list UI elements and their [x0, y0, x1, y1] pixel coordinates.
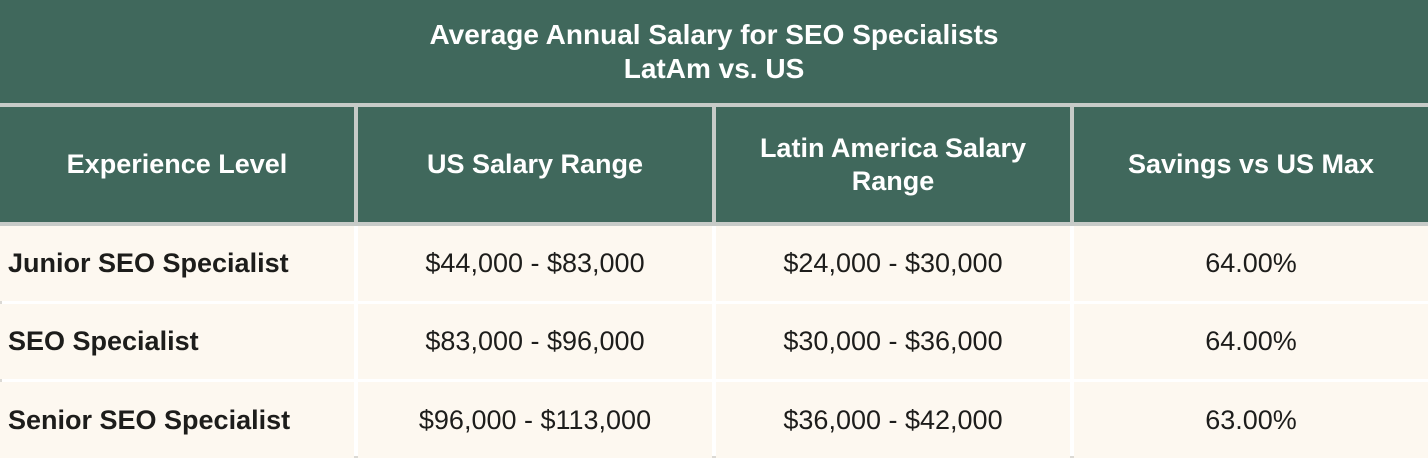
cell-latam-salary-range: $24,000 - $30,000 [716, 226, 1070, 301]
column-header-us-salary-range: US Salary Range [358, 107, 712, 222]
table-header-row: Experience Level US Salary Range Latin A… [0, 107, 1428, 222]
table-title-line1: Average Annual Salary for SEO Specialist… [429, 18, 999, 50]
cell-savings-vs-us-max: 64.00% [1074, 304, 1428, 379]
column-header-experience-level: Experience Level [0, 107, 354, 222]
cell-us-salary-range: $83,000 - $96,000 [358, 304, 712, 379]
cell-experience-level: SEO Specialist [0, 304, 354, 379]
horizontal-divider-header [0, 222, 1428, 226]
table-title-band: Average Annual Salary for SEO Specialist… [0, 0, 1428, 103]
table-title-line2: LatAm vs. US [623, 52, 805, 84]
cell-experience-level: Junior SEO Specialist [0, 226, 354, 301]
cell-savings-vs-us-max: 64.00% [1074, 226, 1428, 301]
horizontal-divider-top [0, 103, 1428, 107]
cell-latam-salary-range: $30,000 - $36,000 [716, 304, 1070, 379]
column-header-latam-salary-range: Latin America Salary Range [716, 107, 1070, 222]
column-header-savings-vs-us-max: Savings vs US Max [1074, 107, 1428, 222]
cell-us-salary-range: $44,000 - $83,000 [358, 226, 712, 301]
cell-savings-vs-us-max: 63.00% [1074, 382, 1428, 458]
cell-experience-level: Senior SEO Specialist [0, 382, 354, 458]
cell-latam-salary-range: $36,000 - $42,000 [716, 382, 1070, 458]
cell-us-salary-range: $96,000 - $113,000 [358, 382, 712, 458]
table-body: Junior SEO Specialist $44,000 - $83,000 … [0, 226, 1428, 458]
